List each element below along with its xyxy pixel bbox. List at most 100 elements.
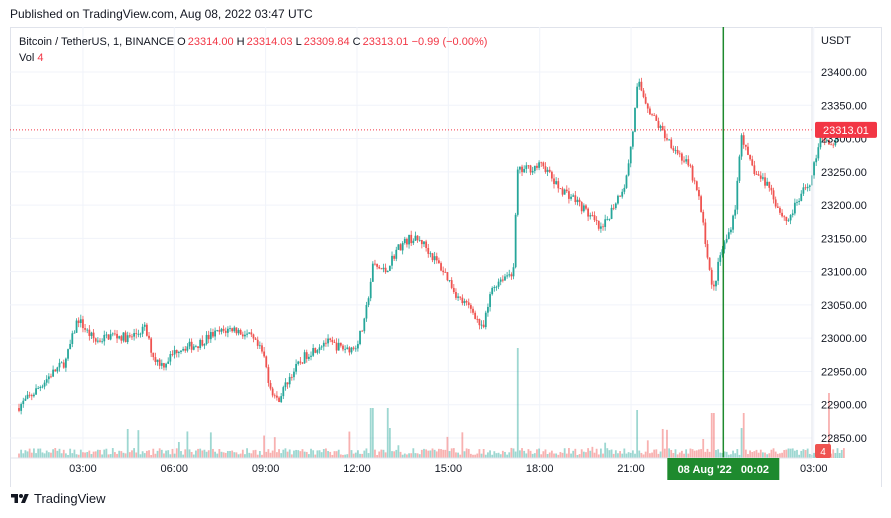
footer-brand[interactable]: TradingView bbox=[10, 491, 106, 506]
candle-body bbox=[131, 336, 133, 338]
candle-body bbox=[231, 328, 234, 332]
candle-body bbox=[224, 330, 227, 333]
candle-body bbox=[593, 215, 596, 221]
candle-body bbox=[45, 379, 48, 383]
volume-bar bbox=[90, 454, 93, 458]
candle-body bbox=[22, 400, 25, 405]
volume-bar bbox=[510, 447, 513, 458]
volume-bar bbox=[64, 453, 67, 458]
volume-bar bbox=[337, 449, 340, 458]
volume-bar bbox=[229, 451, 231, 458]
volume-bar bbox=[391, 451, 393, 458]
candle-body bbox=[638, 81, 641, 87]
candle-body bbox=[416, 235, 419, 241]
time-tick-label: 12:00 bbox=[343, 463, 371, 475]
candle-body bbox=[538, 162, 540, 168]
volume-bar bbox=[235, 452, 238, 458]
volume-bar bbox=[614, 450, 617, 458]
time-tick-label: 03:00 bbox=[69, 463, 97, 475]
candle-body bbox=[580, 202, 583, 212]
volume-bar bbox=[840, 449, 843, 458]
volume-bar bbox=[427, 450, 430, 458]
candle-body bbox=[582, 205, 585, 212]
volume-bar bbox=[589, 450, 592, 458]
candle-body bbox=[301, 362, 304, 364]
candle-body bbox=[512, 267, 515, 277]
candle-body bbox=[540, 162, 543, 164]
volume-bar bbox=[335, 451, 338, 458]
candle-body bbox=[710, 269, 713, 285]
candle-body bbox=[536, 165, 538, 168]
candle-body bbox=[800, 193, 803, 201]
candle-body bbox=[284, 382, 287, 388]
candle-body bbox=[429, 253, 432, 255]
candle-body bbox=[546, 169, 549, 172]
volume-bar bbox=[478, 449, 481, 458]
low-value: 23309.84 bbox=[303, 36, 350, 48]
candle-body bbox=[346, 347, 349, 349]
candle-body bbox=[623, 187, 626, 192]
volume-bar bbox=[239, 453, 242, 458]
candle-body bbox=[310, 355, 312, 357]
volume-bar bbox=[747, 454, 749, 458]
volume-bar bbox=[793, 450, 796, 458]
candle-body bbox=[307, 356, 310, 359]
candle-body bbox=[708, 257, 711, 270]
candle-body bbox=[802, 187, 805, 194]
candle-body bbox=[295, 363, 297, 372]
candle-body bbox=[431, 253, 434, 261]
candle-body bbox=[216, 330, 219, 331]
volume-bar bbox=[218, 449, 221, 458]
candle-body bbox=[734, 209, 737, 216]
candle-body bbox=[570, 196, 572, 199]
candle-body bbox=[732, 215, 734, 230]
volume-bar bbox=[774, 451, 777, 458]
volume-bar bbox=[636, 410, 639, 458]
chart-panel[interactable] bbox=[10, 27, 882, 487]
cursor-time-badge: 08 Aug '22 00:02 bbox=[667, 458, 780, 480]
volume-bar bbox=[593, 452, 596, 458]
volume-bar bbox=[173, 453, 176, 458]
candle-body bbox=[572, 195, 575, 197]
candle-body bbox=[126, 335, 129, 343]
candle-body bbox=[629, 146, 632, 164]
volume-bar bbox=[163, 453, 165, 458]
volume-bar bbox=[606, 448, 609, 458]
candle-body bbox=[318, 347, 321, 351]
candle-body bbox=[133, 333, 136, 337]
volume-bar bbox=[764, 452, 766, 458]
volume-bar bbox=[401, 454, 404, 458]
candle-body bbox=[480, 324, 483, 326]
candle-body bbox=[668, 139, 671, 141]
candle-body bbox=[523, 168, 526, 173]
candle-body bbox=[604, 219, 607, 227]
volume-bar bbox=[226, 451, 229, 458]
candle-body bbox=[757, 174, 760, 176]
candle-body bbox=[342, 345, 344, 350]
candle-body bbox=[271, 388, 274, 396]
candle-body bbox=[163, 363, 165, 368]
volume-bar bbox=[789, 448, 792, 458]
candle-body bbox=[235, 327, 238, 334]
candle-body bbox=[92, 332, 95, 339]
chart-legend: Bitcoin / TetherUS, 1, BINANCE O 23314.00… bbox=[19, 34, 487, 66]
candle-body bbox=[54, 369, 57, 372]
volume-bar bbox=[354, 452, 357, 458]
volume-bar bbox=[50, 452, 52, 458]
volume-bar bbox=[301, 449, 304, 458]
open-value: 23314.00 bbox=[187, 36, 234, 48]
candle-body bbox=[322, 342, 325, 347]
candle-body bbox=[725, 238, 728, 243]
candle-body bbox=[680, 153, 683, 161]
candle-body bbox=[687, 159, 690, 166]
candle-body bbox=[241, 334, 244, 337]
candle-body bbox=[393, 255, 396, 259]
candle-body bbox=[459, 296, 462, 298]
volume-bar bbox=[444, 449, 447, 458]
candle-body bbox=[425, 241, 428, 248]
candle-body bbox=[303, 352, 306, 364]
volume-bar bbox=[388, 427, 391, 458]
volume-bar bbox=[787, 448, 790, 458]
candle-body bbox=[239, 329, 242, 335]
